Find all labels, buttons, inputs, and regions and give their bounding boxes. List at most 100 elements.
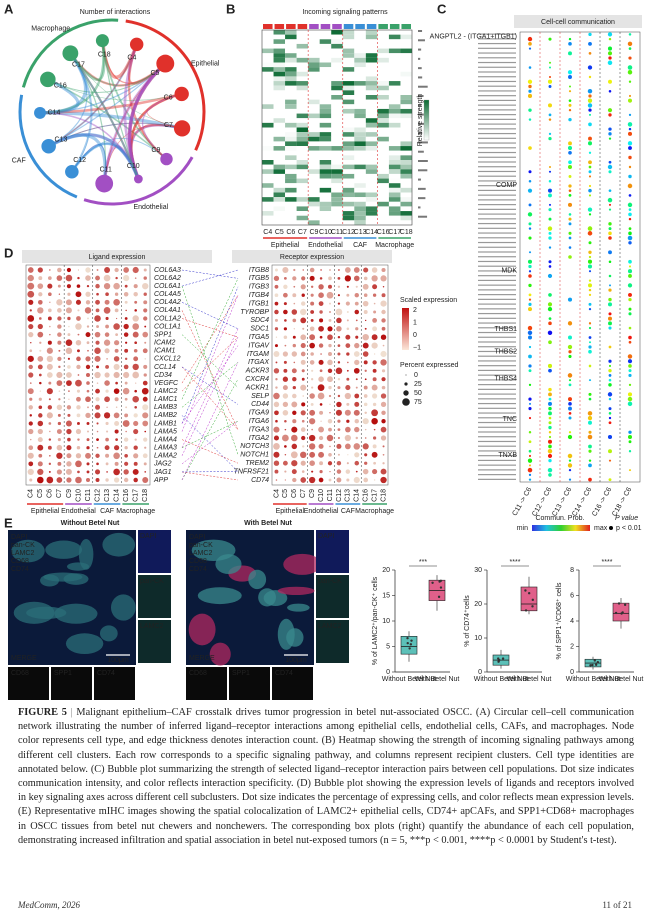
dot [292, 343, 296, 348]
dot [353, 409, 360, 416]
heat-cell [400, 220, 412, 225]
dot [347, 454, 349, 456]
heat-cell [342, 39, 355, 44]
dot [568, 383, 572, 387]
dot [284, 445, 287, 448]
heat-cell [296, 95, 309, 100]
dot [362, 300, 369, 307]
dot [311, 369, 314, 372]
dot [608, 364, 612, 367]
dot [103, 307, 111, 314]
heat-cell [296, 67, 309, 72]
dot [95, 340, 100, 345]
point [589, 664, 592, 667]
heat-cell [273, 99, 286, 105]
row-tick [478, 142, 516, 144]
dot [354, 309, 360, 315]
pair-link [181, 366, 239, 430]
column-label: C6 [286, 229, 295, 236]
heat-cell [331, 127, 343, 133]
heat-cell [262, 132, 274, 137]
panel-title: Incoming signaling patterns [302, 9, 388, 16]
dot [364, 461, 368, 465]
ligand-label: LAMB2 [154, 412, 177, 419]
heat-cell [319, 146, 332, 151]
dot [329, 445, 331, 448]
heat-cell [262, 211, 274, 216]
dot [28, 405, 33, 410]
y-tick-label: 4 [570, 618, 574, 625]
pair-link [181, 269, 239, 279]
ligand-label: COL4A1 [154, 307, 181, 314]
heat-cell [308, 141, 320, 147]
dot [527, 467, 533, 473]
dot [382, 344, 385, 347]
row-tick [478, 317, 516, 319]
dot [568, 160, 572, 165]
col-color [355, 24, 365, 29]
pair-link [181, 471, 239, 481]
dot [527, 259, 533, 264]
row-tick [478, 204, 516, 206]
heat-cell [400, 178, 412, 184]
dot [568, 416, 572, 420]
heat-cell [319, 76, 332, 82]
dot [46, 363, 53, 370]
dot [319, 335, 323, 339]
dot [56, 275, 63, 281]
inset-label: SPP1 [54, 670, 72, 677]
dot [335, 409, 342, 416]
heat-cell [319, 150, 332, 156]
dot [132, 363, 139, 371]
heat-cell [296, 160, 309, 165]
dot [380, 275, 387, 282]
receptor-label: SDC1 [250, 326, 269, 333]
ligand-label: JAG1 [153, 469, 172, 476]
dot [57, 413, 61, 417]
dot [48, 438, 52, 441]
dot [607, 60, 613, 66]
dot [75, 379, 82, 387]
legend-tick: 75 [414, 399, 422, 406]
column-label: C10 [318, 489, 325, 502]
heat-cell [308, 146, 320, 151]
dot [588, 151, 592, 154]
pair-link [181, 366, 239, 405]
dot [608, 297, 612, 302]
dot [46, 372, 53, 378]
node-label: C17 [72, 62, 85, 69]
dot [548, 321, 552, 326]
dot [318, 301, 324, 306]
dot [528, 118, 532, 121]
dot [588, 459, 592, 462]
receptor-label: ITGB4 [249, 292, 269, 299]
group-label: CAF [12, 157, 26, 164]
heat-cell [354, 30, 366, 35]
heat-cell [388, 192, 401, 198]
heat-cell [400, 104, 412, 109]
dot [362, 342, 369, 349]
dot [587, 264, 593, 269]
dot [85, 356, 91, 362]
row-tick [478, 436, 516, 438]
heat-cell [296, 187, 309, 193]
dot [587, 207, 593, 212]
dot [309, 476, 316, 484]
heat-cell [388, 160, 401, 165]
pair-link [181, 310, 239, 430]
heat-cell [308, 215, 320, 221]
dot [75, 453, 82, 459]
edge [71, 142, 140, 180]
heat-cell [388, 164, 401, 170]
heat-cell [388, 113, 401, 119]
edge [48, 44, 138, 148]
dot [608, 449, 612, 454]
dot [66, 428, 72, 435]
dot [588, 397, 592, 401]
edge [47, 133, 107, 184]
dot [28, 299, 34, 305]
heat-cell [296, 220, 309, 225]
heat-cell [365, 108, 378, 114]
dot [124, 284, 128, 288]
dot [548, 459, 552, 463]
